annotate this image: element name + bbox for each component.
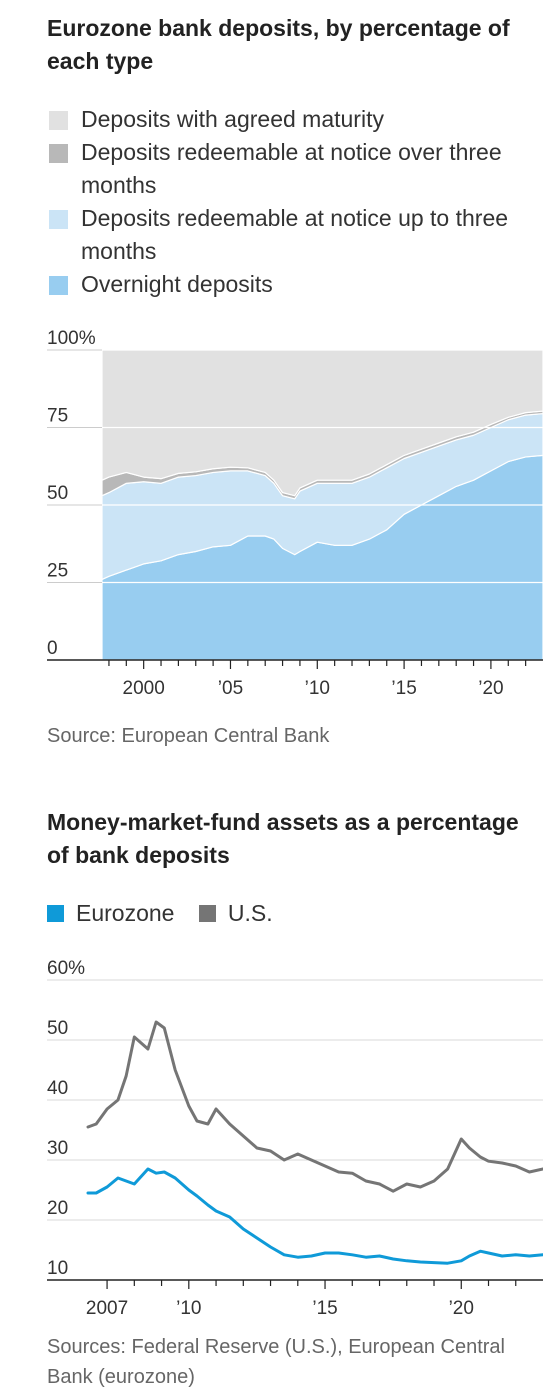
legend-item-notice-up-to-three-months: Deposits redeemable at notice up to thre… xyxy=(47,202,543,268)
y-tick-label-0: 0 xyxy=(47,638,58,659)
chart1-title: Eurozone bank deposits, by percentage of… xyxy=(47,15,510,74)
y-tick-label-30: 30 xyxy=(47,1138,68,1159)
y-tick-label-20: 20 xyxy=(47,1198,68,1219)
chart2-title: Money-market-fund assets as a percentage… xyxy=(47,809,519,868)
x-tick-label-2020: ’20 xyxy=(478,678,503,699)
x-tick-label-2015: ’15 xyxy=(312,1298,337,1319)
legend-swatch-overnight-deposits xyxy=(49,276,68,295)
legend-swatch-notice-up-to-three-months xyxy=(49,210,68,229)
legend-label-eurozone: Eurozone xyxy=(76,900,175,926)
legend-swatch-eurozone xyxy=(47,905,64,922)
y-tick-label-50: 50 xyxy=(47,483,68,504)
chart1-legend: Deposits with agreed maturity Deposits r… xyxy=(47,103,543,301)
legend-label-notice-up-to-three-months: Deposits redeemable at notice up to thre… xyxy=(81,205,509,264)
x-tick-label-2010: ’10 xyxy=(305,678,330,699)
chart2-source: Sources: Federal Reserve (U.S.), Europea… xyxy=(47,1336,505,1388)
x-tick-label-2010: ’10 xyxy=(176,1298,201,1319)
legend-label-notice-over-three-months: Deposits redeemable at notice over three… xyxy=(81,139,502,198)
legend-swatch-notice-over-three-months xyxy=(49,144,68,163)
legend-item-agreed-maturity: Deposits with agreed maturity xyxy=(47,103,543,136)
legend-item-notice-over-three-months: Deposits redeemable at notice over three… xyxy=(47,136,543,202)
deposits-area-chart: 0 25 50 75 100% 2000 ’05 ’10 ’15 ’20 xyxy=(47,328,543,699)
legend-item-overnight-deposits: Overnight deposits xyxy=(47,268,543,301)
legend-item-eurozone: Eurozone xyxy=(47,897,174,930)
x-tick-label-2000: 2000 xyxy=(123,678,165,699)
y-tick-label-75: 75 xyxy=(47,406,68,427)
series-line-eurozone xyxy=(86,1167,543,1265)
y-tick-label-50: 50 xyxy=(47,1018,68,1039)
chart1-source: Source: European Central Bank xyxy=(47,725,330,747)
y-tick-label-25: 25 xyxy=(47,561,68,582)
y-tick-label-100: 100% xyxy=(47,328,96,349)
area-deposits-with-agreed-maturity xyxy=(101,349,543,497)
x-tick-label-2007: 2007 xyxy=(86,1298,128,1319)
chart2-legend: Eurozone U.S. xyxy=(47,897,291,930)
x-tick-label-2020: ’20 xyxy=(449,1298,474,1319)
y-tick-label-40: 40 xyxy=(47,1078,68,1099)
legend-swatch-agreed-maturity xyxy=(49,111,68,130)
x-tick-label-2015: ’15 xyxy=(391,678,416,699)
legend-item-us: U.S. xyxy=(198,897,273,930)
mmf-line-chart: 10 20 30 40 50 60% 2007 ’10 ’15 ’20 xyxy=(47,958,543,1319)
legend-label-us: U.S. xyxy=(227,900,273,926)
legend-label-overnight-deposits: Overnight deposits xyxy=(81,271,273,297)
legend-label-agreed-maturity: Deposits with agreed maturity xyxy=(81,106,384,132)
y-tick-label-10: 10 xyxy=(47,1258,68,1279)
series-line-u-s- xyxy=(86,1020,543,1193)
y-tick-label-60: 60% xyxy=(47,958,85,979)
x-tick-label-2005: ’05 xyxy=(218,678,243,699)
legend-swatch-us xyxy=(198,905,216,922)
